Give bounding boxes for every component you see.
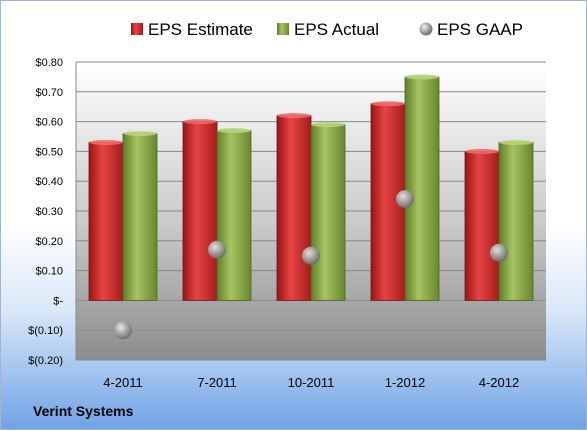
point-eps-gaap (114, 321, 132, 340)
bar-top-highlight (89, 139, 123, 145)
bar-top-highlight (405, 74, 439, 80)
bar-eps-actual (122, 133, 158, 301)
x-tick-label: 4-2011 (103, 375, 143, 390)
bar-top-highlight (371, 101, 405, 107)
point-eps-gaap (396, 190, 414, 209)
y-tick-label: $0.10 (35, 266, 63, 278)
x-tick-label: 1-2012 (385, 375, 425, 390)
point-eps-gaap (302, 246, 320, 265)
legend-label: EPS Estimate (148, 20, 253, 39)
legend-swatch-eps-gaap (419, 22, 433, 36)
bar-top-highlight (499, 139, 533, 145)
y-tick-label: $0.70 (35, 87, 63, 99)
y-tick-label: $0.40 (35, 176, 63, 188)
bar-eps-estimate (182, 121, 218, 301)
bar-eps-estimate (276, 115, 312, 301)
x-tick-label: 4-2012 (479, 375, 519, 390)
bar-top-highlight (183, 119, 217, 125)
bar-top-highlight (311, 122, 345, 128)
y-tick-label: $0.30 (35, 206, 63, 218)
company-label: Verint Systems (33, 403, 134, 419)
y-tick-label: $0.20 (35, 236, 63, 248)
bar-top-highlight (465, 148, 499, 154)
y-tick-label: $- (53, 295, 63, 307)
bar-eps-estimate (88, 142, 124, 301)
bar-eps-actual (498, 142, 534, 301)
x-tick-label: 10-2011 (288, 375, 335, 390)
bar-eps-actual (404, 76, 440, 301)
bar-eps-actual (310, 124, 346, 301)
y-tick-label: $0.80 (35, 57, 63, 69)
bar-top-highlight (123, 131, 157, 137)
y-tick-label: $(0.20) (28, 355, 63, 367)
y-tick-label: $(0.10) (28, 325, 63, 337)
bar-top-highlight (217, 128, 251, 134)
y-tick-label: $0.50 (35, 146, 63, 158)
bar-top-highlight (277, 113, 311, 119)
legend-swatch-eps-estimate (131, 23, 143, 35)
bar-eps-estimate (464, 150, 500, 301)
legend-label: EPS Actual (294, 20, 379, 39)
point-eps-gaap (208, 240, 226, 259)
y-tick-label: $0.60 (35, 117, 63, 129)
legend-label: EPS GAAP (437, 20, 523, 39)
x-tick-label: 7-2011 (197, 375, 237, 390)
bar-eps-actual (216, 130, 252, 301)
legend-swatch-eps-actual (277, 23, 289, 35)
point-eps-gaap (490, 243, 508, 262)
